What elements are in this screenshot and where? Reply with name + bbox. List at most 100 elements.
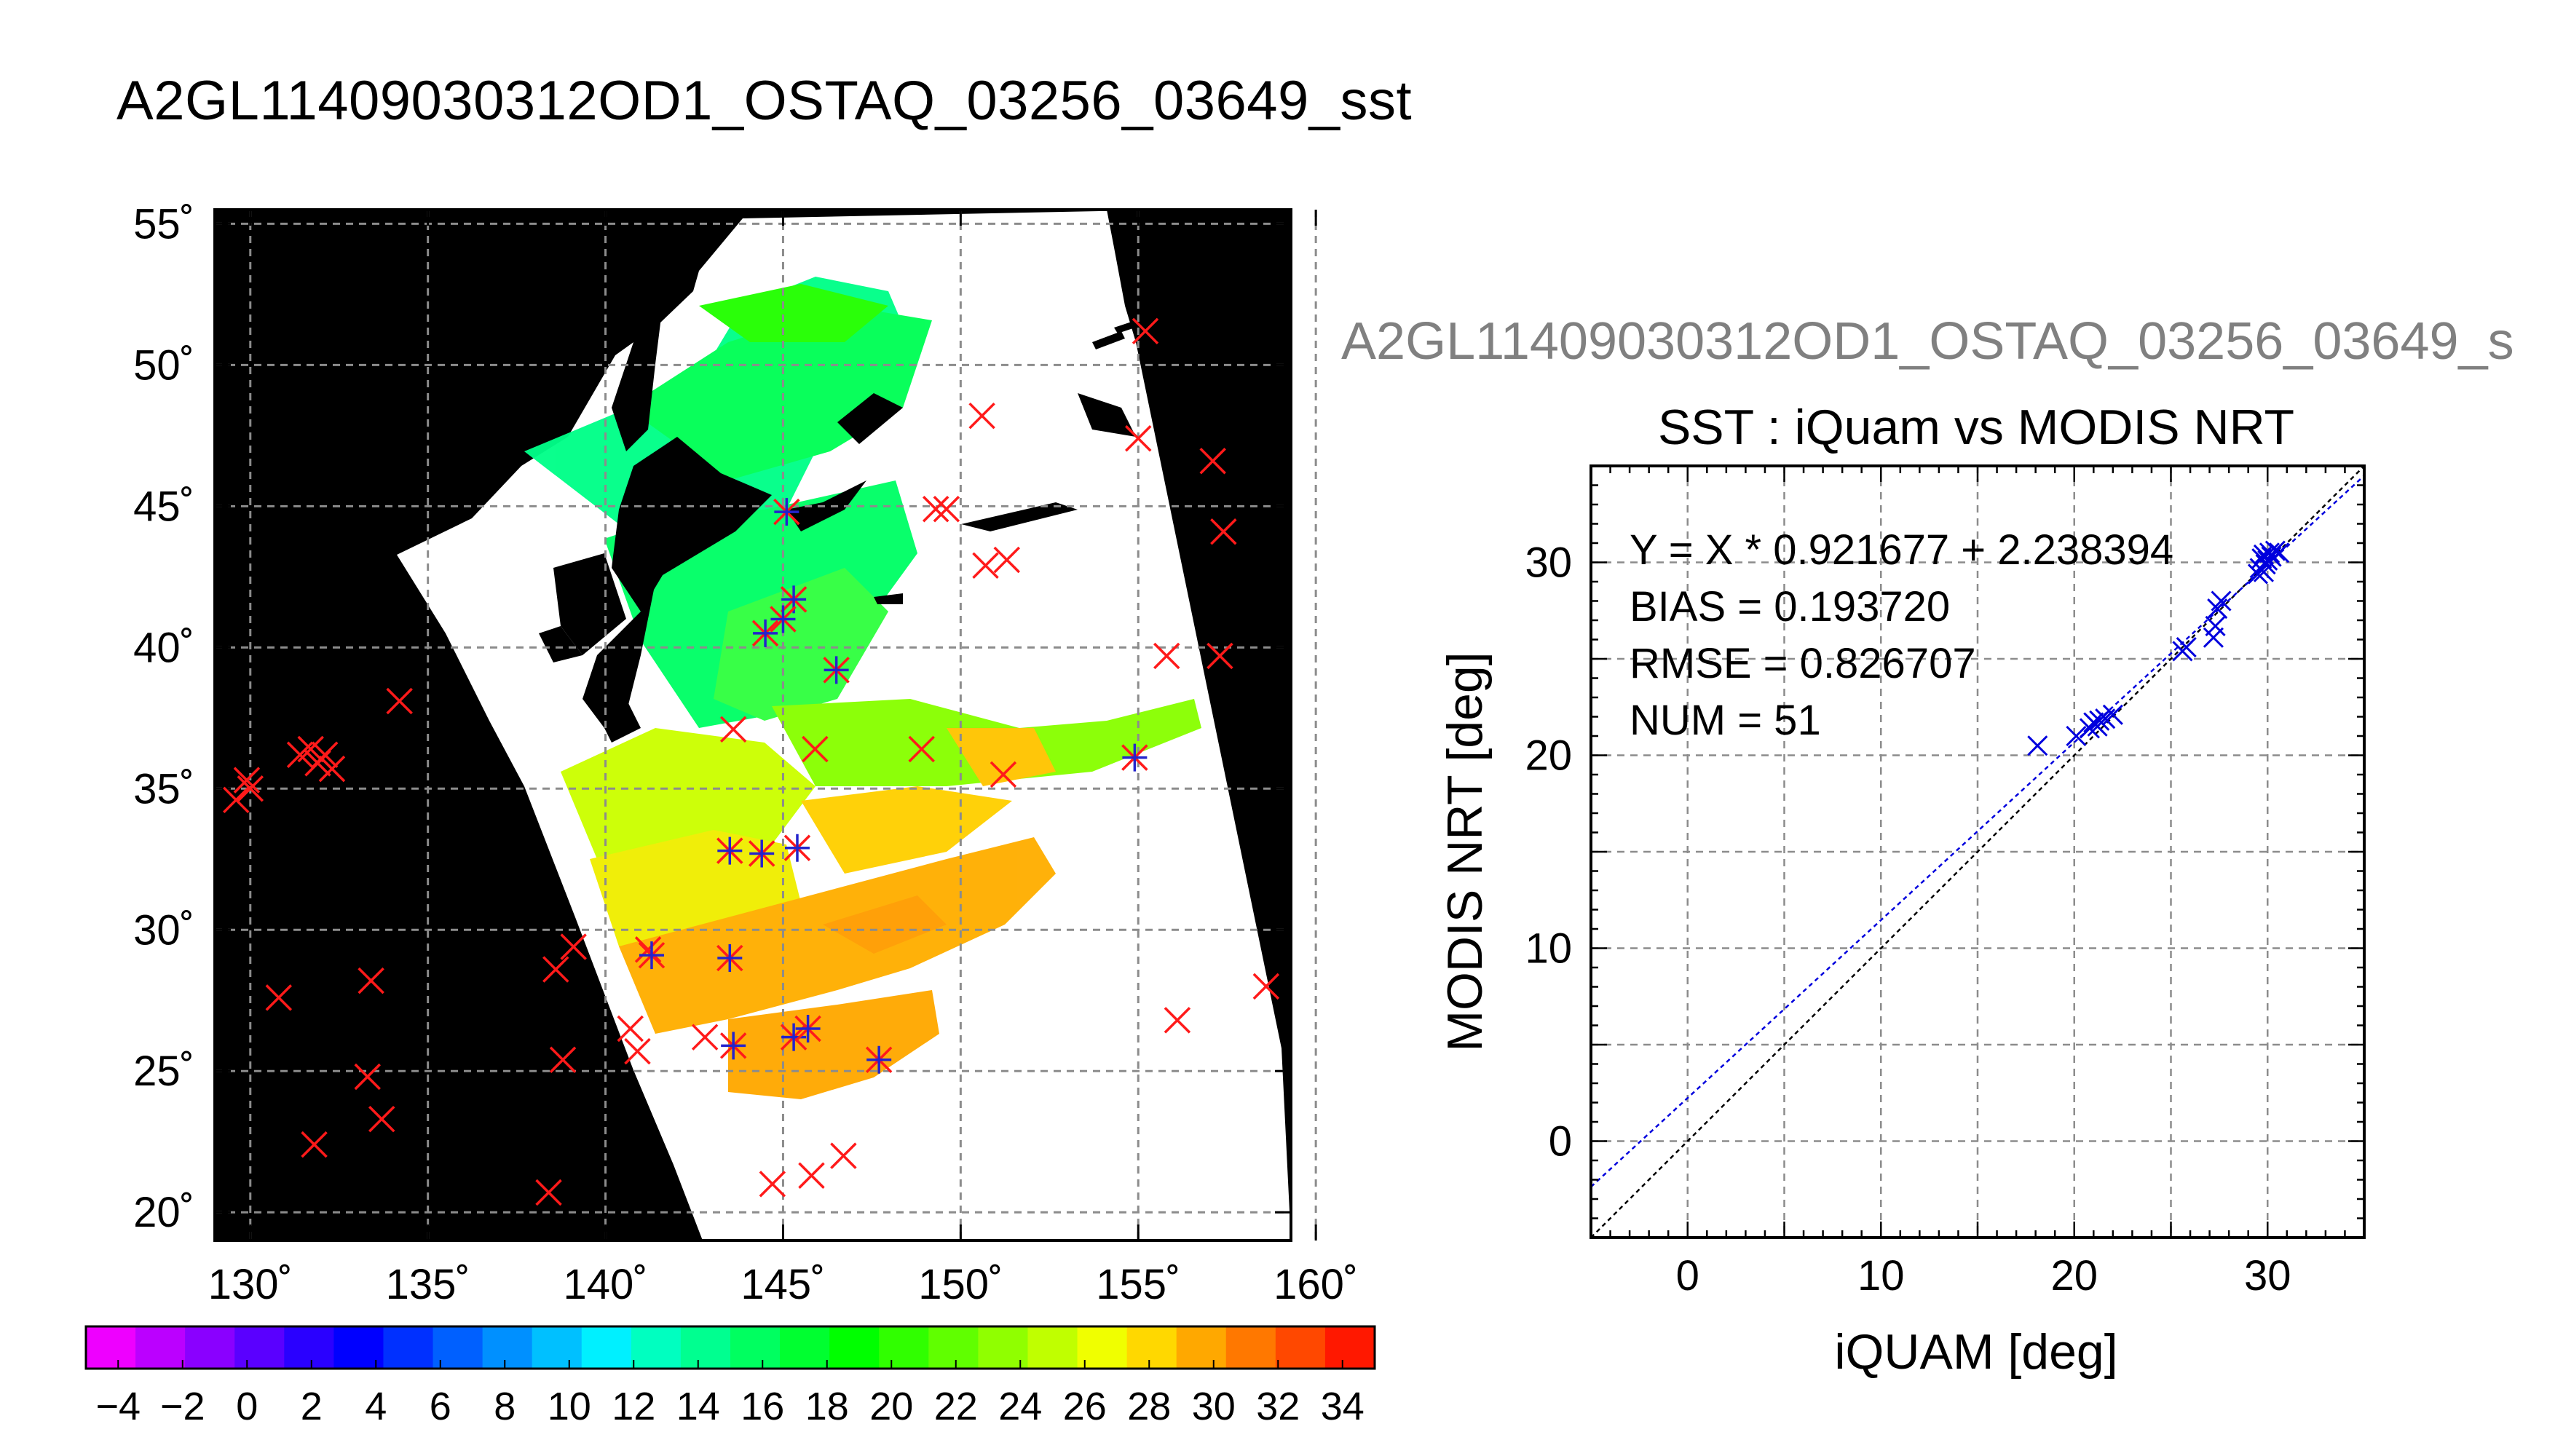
- insitu-marker: [1207, 642, 1233, 670]
- map-xtick-label: 135˚: [386, 1261, 470, 1308]
- insitu-marker: [798, 1162, 825, 1190]
- map-y-axis: 55˚ 50˚ 45˚ 40˚ 35˚ 30˚ 25˚ 20˚: [133, 200, 1291, 1236]
- scatter-point: [2264, 540, 2286, 561]
- scatter-point: [2102, 704, 2123, 725]
- scatter-stat-line: Y = X * 0.921677 + 2.238394: [1630, 526, 2173, 574]
- scatter-ytick-label: 20: [1525, 732, 1572, 780]
- colorbar-tick-label: 12: [612, 1385, 655, 1428]
- map-ytick-label: 25˚: [133, 1048, 194, 1095]
- map-xtick-label: 130˚: [208, 1261, 293, 1308]
- land: [539, 233, 1136, 743]
- matched-satellite-marker: [753, 619, 778, 647]
- scatter-ylabel: MODIS NRT [deg]: [1437, 652, 1493, 1051]
- matched-satellite-marker: [749, 839, 775, 868]
- scatter-point: [2247, 563, 2269, 585]
- insitu-marker: [549, 1046, 577, 1073]
- insitu-marker: [922, 495, 949, 523]
- sst-map-panel: 130˚ 135˚ 140˚ 145˚ 150˚ 155˚ 160˚ 55˚ 50˚ 45˚ 40…: [133, 200, 1358, 1308]
- colorbar-tick-label: 32: [1256, 1385, 1300, 1428]
- insitu-marker: [617, 1015, 644, 1042]
- map-points: [223, 317, 1280, 1206]
- insitu-marker: [1252, 973, 1280, 1000]
- scatter-stat-line: NUM = 51: [1630, 697, 1821, 744]
- map-ytick-label: 45˚: [133, 483, 194, 530]
- matched-satellite-marker: [824, 656, 849, 684]
- insitu-marker: [759, 1171, 786, 1198]
- scatter-point: [2079, 718, 2101, 739]
- insitu-marker: [1199, 448, 1226, 475]
- scatter-xlabel: iQUAM [deg]: [1834, 1324, 2117, 1380]
- matched-satellite-marker: [721, 1032, 746, 1060]
- map-xtick-label: 140˚: [564, 1261, 648, 1308]
- colorbar-bin: [631, 1326, 682, 1369]
- colorbar-bin: [532, 1326, 583, 1369]
- colorbar-tick-label: 24: [998, 1385, 1042, 1428]
- insitu-marker: [301, 1131, 328, 1158]
- colorbar-bin: [1275, 1326, 1326, 1369]
- colorbar-bin: [284, 1326, 334, 1369]
- matched-satellite-marker: [1122, 743, 1148, 772]
- colorbar-tick-label: 26: [1063, 1385, 1107, 1428]
- insitu-marker: [1210, 518, 1237, 545]
- map-xtick-label: 145˚: [741, 1261, 825, 1308]
- matched-satellite-marker: [784, 834, 810, 862]
- map-xtick-label: 150˚: [918, 1261, 1003, 1308]
- colorbar-bin: [581, 1326, 632, 1369]
- scatter-point: [2269, 542, 2290, 563]
- insitu-marker: [265, 984, 293, 1011]
- map-ytick-label: 40˚: [133, 624, 194, 671]
- colorbar-tick-label: 20: [869, 1385, 913, 1428]
- colorbar-bin: [1324, 1326, 1375, 1369]
- insitu-marker: [990, 761, 1017, 788]
- scatter-xtick-label: 20: [2050, 1252, 2098, 1299]
- scatter-xtick-label: 10: [1857, 1252, 1905, 1299]
- insitu-marker: [933, 495, 960, 523]
- scatter-point: [2207, 598, 2228, 620]
- colorbar-tick-label: −2: [160, 1385, 205, 1428]
- scatter-page-subtitle: A2GL11409030312OD1_OSTAQ_03256_03649_s: [1341, 312, 2514, 371]
- insitu-marker: [968, 402, 995, 430]
- scatter-point: [2211, 590, 2232, 612]
- colorbar-tick-label: 30: [1192, 1385, 1236, 1428]
- colorbar-tick-label: 34: [1321, 1385, 1365, 1428]
- map-xtick-label: 155˚: [1096, 1261, 1180, 1308]
- insitu-marker: [354, 1063, 381, 1091]
- matched-satellite-marker: [717, 836, 743, 865]
- colorbar-tick-label: 22: [934, 1385, 978, 1428]
- scatter-xtick-label: 30: [2244, 1252, 2291, 1299]
- insitu-marker: [1164, 1007, 1191, 1034]
- colorbar-bin: [1077, 1326, 1128, 1369]
- scatter-stat-line: BIAS = 0.193720: [1630, 583, 1950, 630]
- map-ytick-label: 30˚: [133, 906, 194, 954]
- colorbar-tick-label: 28: [1127, 1385, 1171, 1428]
- insitu-marker: [993, 546, 1021, 574]
- insitu-marker: [560, 933, 587, 960]
- matched-satellite-marker: [866, 1045, 892, 1074]
- scatter-point: [2253, 561, 2275, 582]
- cloud-flecks: [874, 320, 1140, 604]
- insitu-marker: [634, 936, 662, 963]
- colorbar-frame: [84, 1325, 1376, 1370]
- insitu-marker: [237, 775, 264, 802]
- colorbar-tick-label: 8: [494, 1385, 516, 1428]
- colorbar-bin: [1225, 1326, 1276, 1369]
- map-ytick-label: 50˚: [133, 341, 194, 389]
- colorbar-tick-label: 0: [236, 1385, 258, 1428]
- colorbar-ticks: −4 −2 0 2 4 6 8 10 12 14 16 18 20 22 24 26 28 30 32 34: [95, 1360, 1365, 1428]
- insitu-marker: [908, 735, 935, 763]
- matched-satellite-marker: [774, 498, 799, 526]
- matched-satellite-marker: [717, 944, 743, 973]
- colorbar-bin: [135, 1326, 186, 1369]
- map-ytick-label: 35˚: [133, 765, 194, 812]
- colorbar-tick-label: −4: [95, 1385, 141, 1428]
- insitu-marker: [223, 786, 250, 814]
- colorbar-tick-label: 16: [741, 1385, 784, 1428]
- scatter-point: [2066, 725, 2087, 747]
- scatter-ytick-label: 10: [1525, 925, 1572, 973]
- colorbar-bin: [730, 1326, 781, 1369]
- scatter-axes: 0 10 20 30 0 10 20 30: [1525, 464, 2366, 1299]
- scatter-point: [2176, 637, 2197, 658]
- map-xtick-label: 160˚: [1273, 1261, 1358, 1308]
- colorbar-bin: [185, 1326, 235, 1369]
- insitu-marker: [358, 967, 384, 994]
